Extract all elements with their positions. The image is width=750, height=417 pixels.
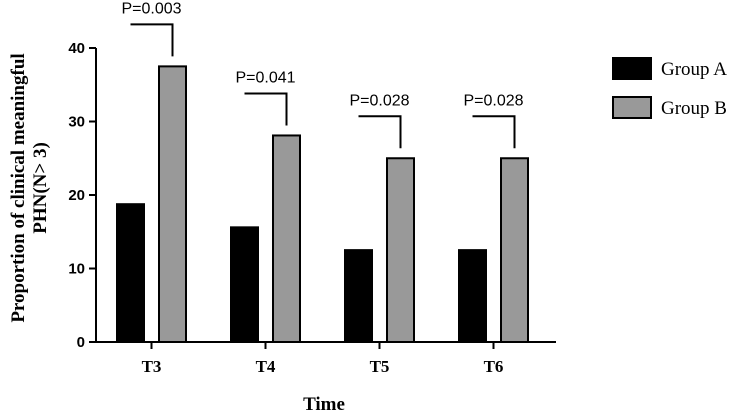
- bar-group-b-t5: [386, 157, 415, 343]
- y-axis-title: Proportion of clinical meaningful PHN(N>…: [8, 53, 51, 322]
- p-value-label: P=0.041: [235, 69, 295, 86]
- y-axis-title-line-1: Proportion of clinical meaningful: [8, 53, 29, 322]
- bar-group-a-t5: [344, 249, 373, 343]
- x-tick-label: T4: [256, 357, 276, 376]
- x-tick-label: T6: [484, 357, 504, 376]
- x-tick-label: T5: [370, 357, 390, 376]
- p-value-label: P=0.003: [121, 0, 181, 17]
- significance-bracket: [358, 115, 402, 149]
- bar-group-a-t4: [230, 226, 259, 343]
- legend-swatch: [612, 96, 652, 119]
- significance-bracket: [244, 92, 288, 126]
- x-axis-title: Time: [303, 394, 345, 415]
- legend-label: Group B: [661, 98, 727, 119]
- y-tick-label: 20: [68, 187, 85, 204]
- y-tick-label: 30: [68, 114, 85, 131]
- p-value-label: P=0.028: [349, 92, 409, 109]
- bar-group-b-t6: [500, 157, 529, 343]
- bar-group-a-t3: [116, 203, 145, 343]
- legend-swatch: [612, 57, 652, 80]
- legend-label: Group A: [661, 59, 727, 80]
- bar-group-b-t3: [158, 65, 187, 343]
- significance-bracket: [130, 23, 174, 57]
- y-axis-title-line-2: PHN(N> 3): [30, 142, 51, 234]
- p-value-label: P=0.028: [463, 92, 523, 109]
- y-tick-label: 40: [68, 40, 85, 57]
- y-tick-label: 10: [68, 261, 85, 278]
- x-tick-label: T3: [142, 357, 162, 376]
- significance-bracket: [472, 115, 516, 149]
- plot-area: 0 10 20 30 40 T3 P=0.003 T4 P=0.041 T5 P=0.028 T6 P=…: [68, 0, 556, 376]
- legend: Group A Group B: [612, 57, 727, 119]
- bar-group-a-t6: [458, 249, 487, 343]
- y-tick-label: 0: [77, 334, 85, 351]
- bar-group-b-t4: [272, 134, 301, 343]
